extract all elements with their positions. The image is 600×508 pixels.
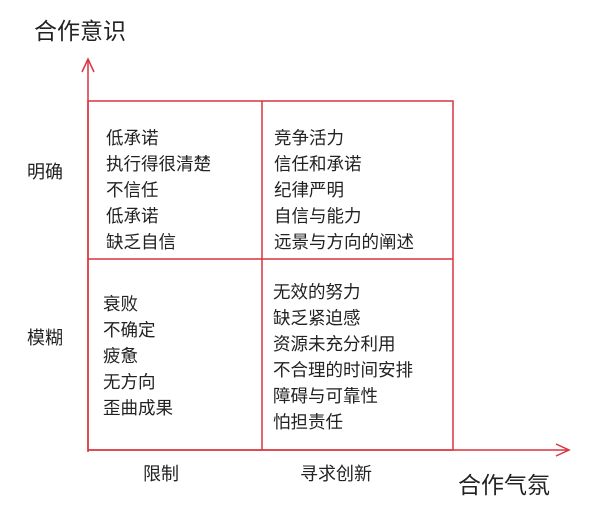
quadrant-top-right: 竞争活力 信任和承诺 纪律严明 自信与能力 远景与方向的阐述	[274, 126, 414, 256]
y-axis-arrow	[81, 57, 95, 73]
list-item: 自信与能力	[274, 207, 362, 227]
list-item: 不确定	[103, 321, 156, 341]
list-item: 无效的努力	[273, 283, 361, 303]
list-item: 缺乏紧迫感	[273, 309, 361, 329]
row-label-clear: 明确	[27, 162, 63, 183]
list-item: 疲惫	[103, 347, 138, 367]
list-item: 执行得很清楚	[106, 155, 211, 175]
col-label-innovation: 寻求创新	[300, 464, 372, 485]
list-item: 低承诺	[106, 207, 159, 227]
list-item: 竞争活力	[274, 129, 344, 149]
row-label-vague: 模糊	[27, 328, 63, 349]
list-item: 不合理的时间安排	[273, 361, 413, 381]
list-item: 纪律严明	[274, 181, 344, 201]
list-item: 衰败	[103, 295, 138, 315]
list-item: 无方向	[103, 373, 156, 393]
list-item: 信任和承诺	[274, 155, 362, 175]
list-item: 不信任	[106, 181, 159, 201]
y-axis-title: 合作意识	[34, 19, 126, 45]
list-item: 障碍与可靠性	[273, 387, 378, 407]
list-item: 缺乏自信	[106, 233, 176, 253]
x-axis-title: 合作气氛	[458, 473, 550, 499]
x-axis-arrow	[555, 443, 571, 457]
quadrant-bottom-right: 无效的努力 缺乏紧迫感 资源未充分利用 不合理的时间安排 障碍与可靠性 怕担责任	[273, 280, 413, 436]
list-item: 怕担责任	[273, 413, 343, 433]
grid-border	[87, 100, 454, 451]
list-item: 远景与方向的阐述	[274, 233, 414, 253]
col-label-limited: 限制	[143, 464, 179, 485]
quadrant-top-left: 低承诺 执行得很清楚 不信任 低承诺 缺乏自信	[106, 126, 211, 256]
quadrant-bottom-left: 衰败 不确定 疲惫 无方向 歪曲成果	[103, 292, 173, 422]
list-item: 资源未充分利用	[273, 335, 396, 355]
list-item: 低承诺	[106, 129, 159, 149]
list-item: 歪曲成果	[103, 399, 173, 419]
